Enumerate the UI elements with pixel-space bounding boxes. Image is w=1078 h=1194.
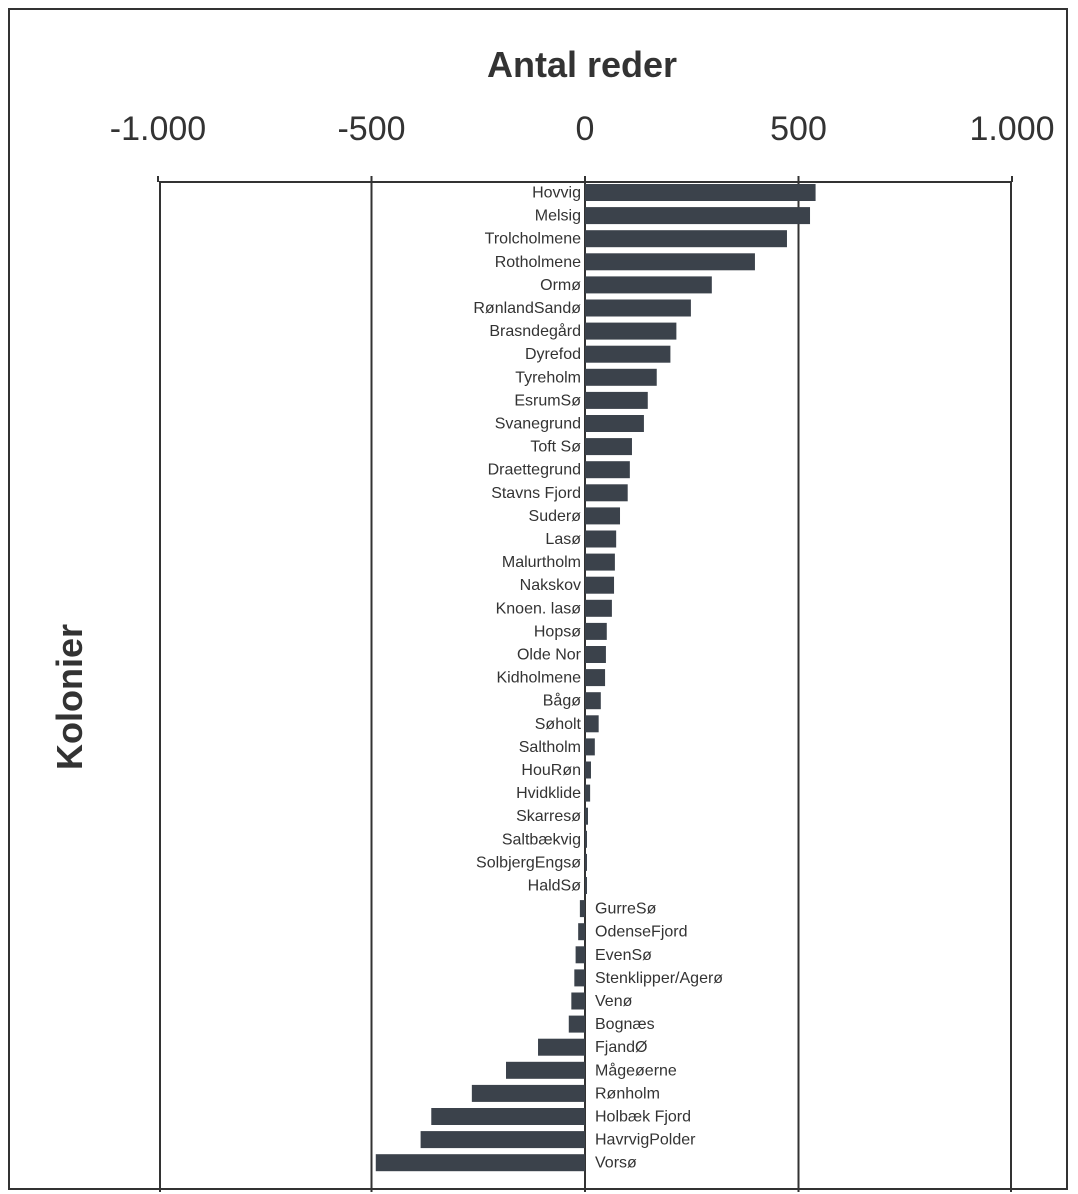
bar — [585, 530, 617, 548]
bar — [420, 1131, 585, 1149]
bar — [538, 1038, 585, 1056]
bar — [585, 299, 691, 317]
bar — [585, 507, 621, 525]
x-tick-label: 500 — [770, 110, 827, 148]
category-label: HaldSø — [528, 878, 582, 895]
category-label: Venø — [595, 993, 633, 1010]
category-label: Ormø — [540, 277, 581, 294]
category-label: Malurtholm — [502, 554, 581, 571]
category-label: Søholt — [535, 716, 582, 733]
category-label: Rønholm — [595, 1085, 660, 1102]
bar — [585, 345, 671, 363]
category-label: Bågø — [543, 692, 581, 710]
x-axis-ticks: -1.000 -500 0 500 1.000 — [110, 110, 1055, 148]
category-label: HavrvigPolder — [595, 1132, 696, 1149]
bar — [585, 230, 787, 248]
category-label: Dyrefod — [525, 346, 581, 363]
x-tick-label: -500 — [337, 110, 405, 148]
y-axis-label: Kolonier — [49, 624, 90, 770]
bar — [585, 368, 657, 386]
bar — [585, 576, 615, 594]
category-label: Stenklipper/Agerø — [595, 970, 723, 987]
category-label: Hovvig — [532, 185, 581, 202]
category-label: Lasø — [545, 531, 581, 548]
bar — [585, 276, 712, 294]
bar — [585, 553, 615, 571]
bar — [585, 761, 591, 779]
category-label: Rotholmene — [495, 254, 581, 271]
bar — [585, 784, 591, 802]
bar — [579, 900, 585, 918]
category-label: Svanegrund — [495, 416, 581, 433]
bar — [585, 807, 588, 825]
bar — [585, 692, 601, 710]
category-label: GurreSø — [595, 901, 657, 918]
bar — [585, 646, 606, 663]
x-tick-label: 0 — [576, 110, 595, 148]
bar — [585, 207, 811, 225]
category-label: RønlandSandø — [473, 300, 581, 317]
category-label: EsrumSø — [514, 392, 581, 409]
bar — [568, 1015, 585, 1033]
category-label: Bognæs — [595, 1016, 655, 1033]
bar — [506, 1061, 585, 1079]
category-label: FjandØ — [595, 1039, 647, 1056]
bar — [585, 715, 599, 733]
category-label: HouRøn — [521, 762, 581, 779]
bar — [375, 1154, 585, 1172]
bar — [431, 1108, 585, 1125]
bar — [585, 391, 648, 409]
bar-chart: Antal reder -1.000 -500 0 500 1.000 Hovvig Me… — [49, 44, 1055, 1192]
category-label: Tyreholm — [515, 369, 581, 386]
category-labels: Hovvig Melsig Trolcholmene Rotholmene Ormø Rø… — [473, 185, 723, 1172]
category-label: Brasndegård — [489, 322, 581, 340]
bars — [375, 184, 816, 1172]
category-label: Toft Sø — [530, 439, 581, 456]
category-label: OdenseFjord — [595, 924, 688, 941]
category-label: SolbjergEngsø — [476, 854, 581, 871]
category-label: Hvidklide — [516, 785, 581, 802]
category-label: Saltholm — [519, 739, 581, 756]
bar — [585, 830, 587, 848]
x-tick-label: 1.000 — [969, 110, 1054, 148]
category-label: Kidholmene — [497, 670, 582, 687]
bar — [578, 923, 585, 941]
bar — [585, 415, 644, 432]
bar — [585, 669, 606, 687]
bar — [574, 969, 585, 987]
bar — [585, 253, 755, 271]
chart-title: Antal reder — [487, 44, 677, 85]
category-label: Vorsø — [595, 1155, 637, 1172]
category-label: Saltbækvig — [502, 831, 581, 848]
category-label: Skarresø — [516, 808, 581, 825]
bar — [585, 853, 587, 871]
bar — [585, 738, 595, 756]
category-label: Suderø — [529, 508, 582, 525]
bar — [585, 184, 816, 201]
bar — [585, 622, 607, 640]
bar — [575, 946, 585, 964]
category-label: Draettegrund — [488, 462, 581, 479]
bar — [585, 461, 630, 479]
bar — [585, 438, 632, 456]
chart-frame: Antal reder -1.000 -500 0 500 1.000 Hovvig Me… — [8, 8, 1068, 1192]
category-label: Hopsø — [534, 623, 581, 640]
category-label: EvenSø — [595, 947, 652, 964]
bar — [585, 877, 587, 894]
category-label: Melsig — [535, 208, 581, 225]
bar — [471, 1084, 585, 1102]
category-label: Stavns Fjord — [491, 485, 581, 502]
category-label: Olde Nor — [517, 647, 582, 664]
bar — [571, 992, 585, 1010]
x-tick-label: -1.000 — [110, 110, 206, 148]
category-label: Knoen. lasø — [496, 600, 582, 617]
bar — [585, 484, 628, 502]
category-label: Mågeøerne — [595, 1061, 677, 1079]
category-label: Trolcholmene — [485, 231, 581, 248]
bar — [585, 599, 612, 617]
bar — [585, 322, 677, 340]
category-label: Holbæk Fjord — [595, 1109, 691, 1126]
category-label: Nakskov — [520, 577, 581, 594]
